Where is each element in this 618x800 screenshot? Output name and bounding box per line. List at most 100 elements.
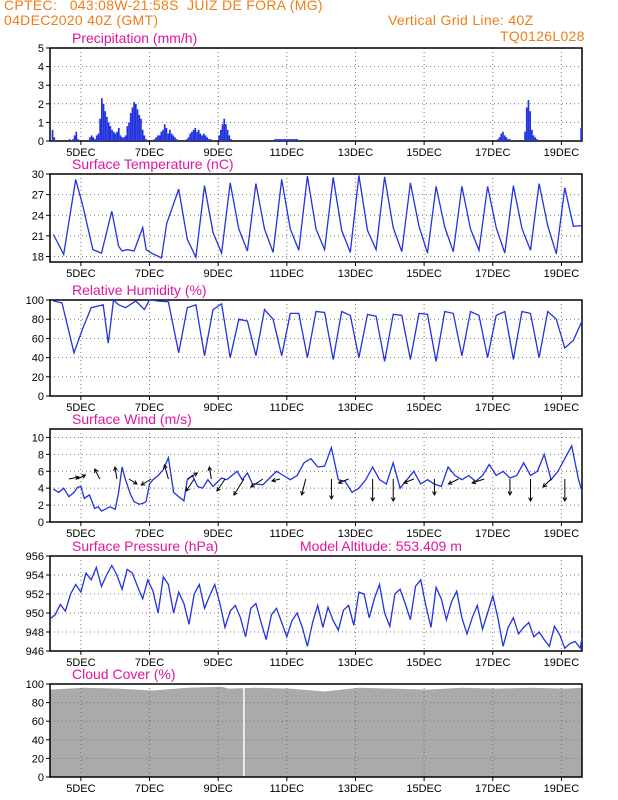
x-tick-label: 13DEC xyxy=(338,268,374,280)
panel-frame xyxy=(49,173,583,263)
precip-bar xyxy=(225,124,227,141)
precip-bar xyxy=(131,107,134,141)
precip-bar xyxy=(126,126,129,141)
precip-bar xyxy=(75,131,78,141)
x-tick-label: 9DEC xyxy=(204,783,233,795)
series-line xyxy=(49,564,583,650)
panel-frame xyxy=(49,555,583,652)
precip-bar xyxy=(185,139,188,141)
x-tick-label: 17DEC xyxy=(475,147,511,159)
panel-frame xyxy=(49,47,583,142)
wind-arrowhead xyxy=(94,468,99,474)
precip-bar xyxy=(502,131,504,141)
wind-arrow xyxy=(472,478,485,484)
x-tick-label: 11DEC xyxy=(269,528,304,540)
wind-arrow xyxy=(185,478,195,492)
precip-bar xyxy=(286,139,288,141)
precip-bar xyxy=(281,139,283,141)
precip-bar xyxy=(172,135,175,141)
wind-arrowhead xyxy=(193,472,199,477)
precip-bar xyxy=(194,127,197,141)
precip-bar xyxy=(160,131,163,141)
y-tick-label: 1 xyxy=(38,117,44,129)
y-tick-label: 950 xyxy=(26,608,44,620)
wind-arrow xyxy=(187,472,198,480)
x-tick-label: 11DEC xyxy=(269,783,304,795)
precip-bar xyxy=(196,131,198,141)
cloud-cover-area xyxy=(50,686,582,777)
wind-arrowhead xyxy=(370,497,375,503)
wind-arrow xyxy=(94,468,101,480)
x-tick-label: 17DEC xyxy=(475,657,511,669)
header-model-code: TQ0126L028 xyxy=(500,28,585,44)
precip-bar xyxy=(276,139,278,141)
precip-bar xyxy=(119,135,122,141)
header-station: CPTEC: 043:08W-21:58S JUIZ DE FORA (MG) xyxy=(4,0,323,13)
precip-bar xyxy=(124,135,127,141)
x-tick-label: 5DEC xyxy=(66,147,95,159)
y-tick-label: 20 xyxy=(32,372,44,384)
precip-bar xyxy=(117,127,120,141)
x-tick-label: 19DEC xyxy=(544,783,580,795)
header-date: 04DEC2020 40Z (GMT) xyxy=(4,12,159,28)
precip-bar xyxy=(163,124,166,141)
x-tick-label: 17DEC xyxy=(475,402,511,414)
precip-bar xyxy=(157,135,159,141)
precip-bar xyxy=(505,137,508,141)
precip-bar xyxy=(168,129,171,141)
x-tick-label: 19DEC xyxy=(544,402,580,414)
precip-bar xyxy=(525,107,528,141)
x-tick-label: 7DEC xyxy=(135,268,164,280)
precip-bar xyxy=(94,139,96,141)
wind-arrow xyxy=(250,478,264,488)
wind-arrowhead xyxy=(542,483,548,488)
precip-bar xyxy=(174,137,176,141)
x-tick-label: 19DEC xyxy=(544,268,580,280)
precip-bar xyxy=(218,135,220,141)
wind-arrowhead xyxy=(329,495,334,501)
precip-bar xyxy=(92,137,95,141)
precip-bar xyxy=(529,111,532,141)
panel-title: Surface Wind (m/s) xyxy=(72,411,192,427)
wind-arrowhead xyxy=(207,465,213,471)
precip-bar xyxy=(282,139,285,141)
x-tick-label: 13DEC xyxy=(338,147,374,159)
y-tick-label: 6 xyxy=(38,466,44,478)
x-tick-label: 17DEC xyxy=(475,783,511,795)
wind-arrowhead xyxy=(507,491,513,497)
precip-bar xyxy=(107,122,110,141)
precip-bar xyxy=(524,131,526,141)
x-tick-label: 15DEC xyxy=(406,147,442,159)
y-tick-label: 0 xyxy=(38,391,44,403)
wind-arrow xyxy=(338,478,349,484)
y-tick-label: 20 xyxy=(32,753,44,765)
precip-bar xyxy=(228,135,231,141)
wind-arrow xyxy=(208,466,212,480)
precip-bar xyxy=(123,137,125,141)
precip-bar xyxy=(527,100,530,141)
wind-arrowhead xyxy=(140,481,146,486)
wind-arrowhead xyxy=(216,486,221,492)
x-tick-label: 5DEC xyxy=(66,657,95,669)
wind-arrow xyxy=(542,478,552,488)
y-tick-label: 100 xyxy=(26,679,44,691)
wind-arrow xyxy=(448,478,459,485)
precip-bar xyxy=(109,126,112,141)
x-tick-label: 13DEC xyxy=(338,528,374,540)
y-tick-label: 60 xyxy=(32,333,44,345)
panel-annotation: Model Altitude: 553.409 m xyxy=(300,538,462,554)
precip-bar xyxy=(165,127,168,141)
wind-arrowhead xyxy=(390,497,396,503)
wind-arrow xyxy=(68,476,79,480)
wind-arrowhead xyxy=(300,491,305,497)
y-tick-label: 40 xyxy=(32,735,44,747)
panel-title: Relative Humidity (%) xyxy=(72,282,207,298)
y-tick-label: 2 xyxy=(38,500,44,512)
precip-bar xyxy=(153,139,156,141)
precip-bar xyxy=(498,137,501,141)
wind-arrowhead xyxy=(132,480,138,485)
y-tick-label: 60 xyxy=(32,716,44,728)
x-tick-label: 7DEC xyxy=(135,528,164,540)
x-tick-label: 15DEC xyxy=(406,268,442,280)
precip-bar xyxy=(187,137,190,141)
